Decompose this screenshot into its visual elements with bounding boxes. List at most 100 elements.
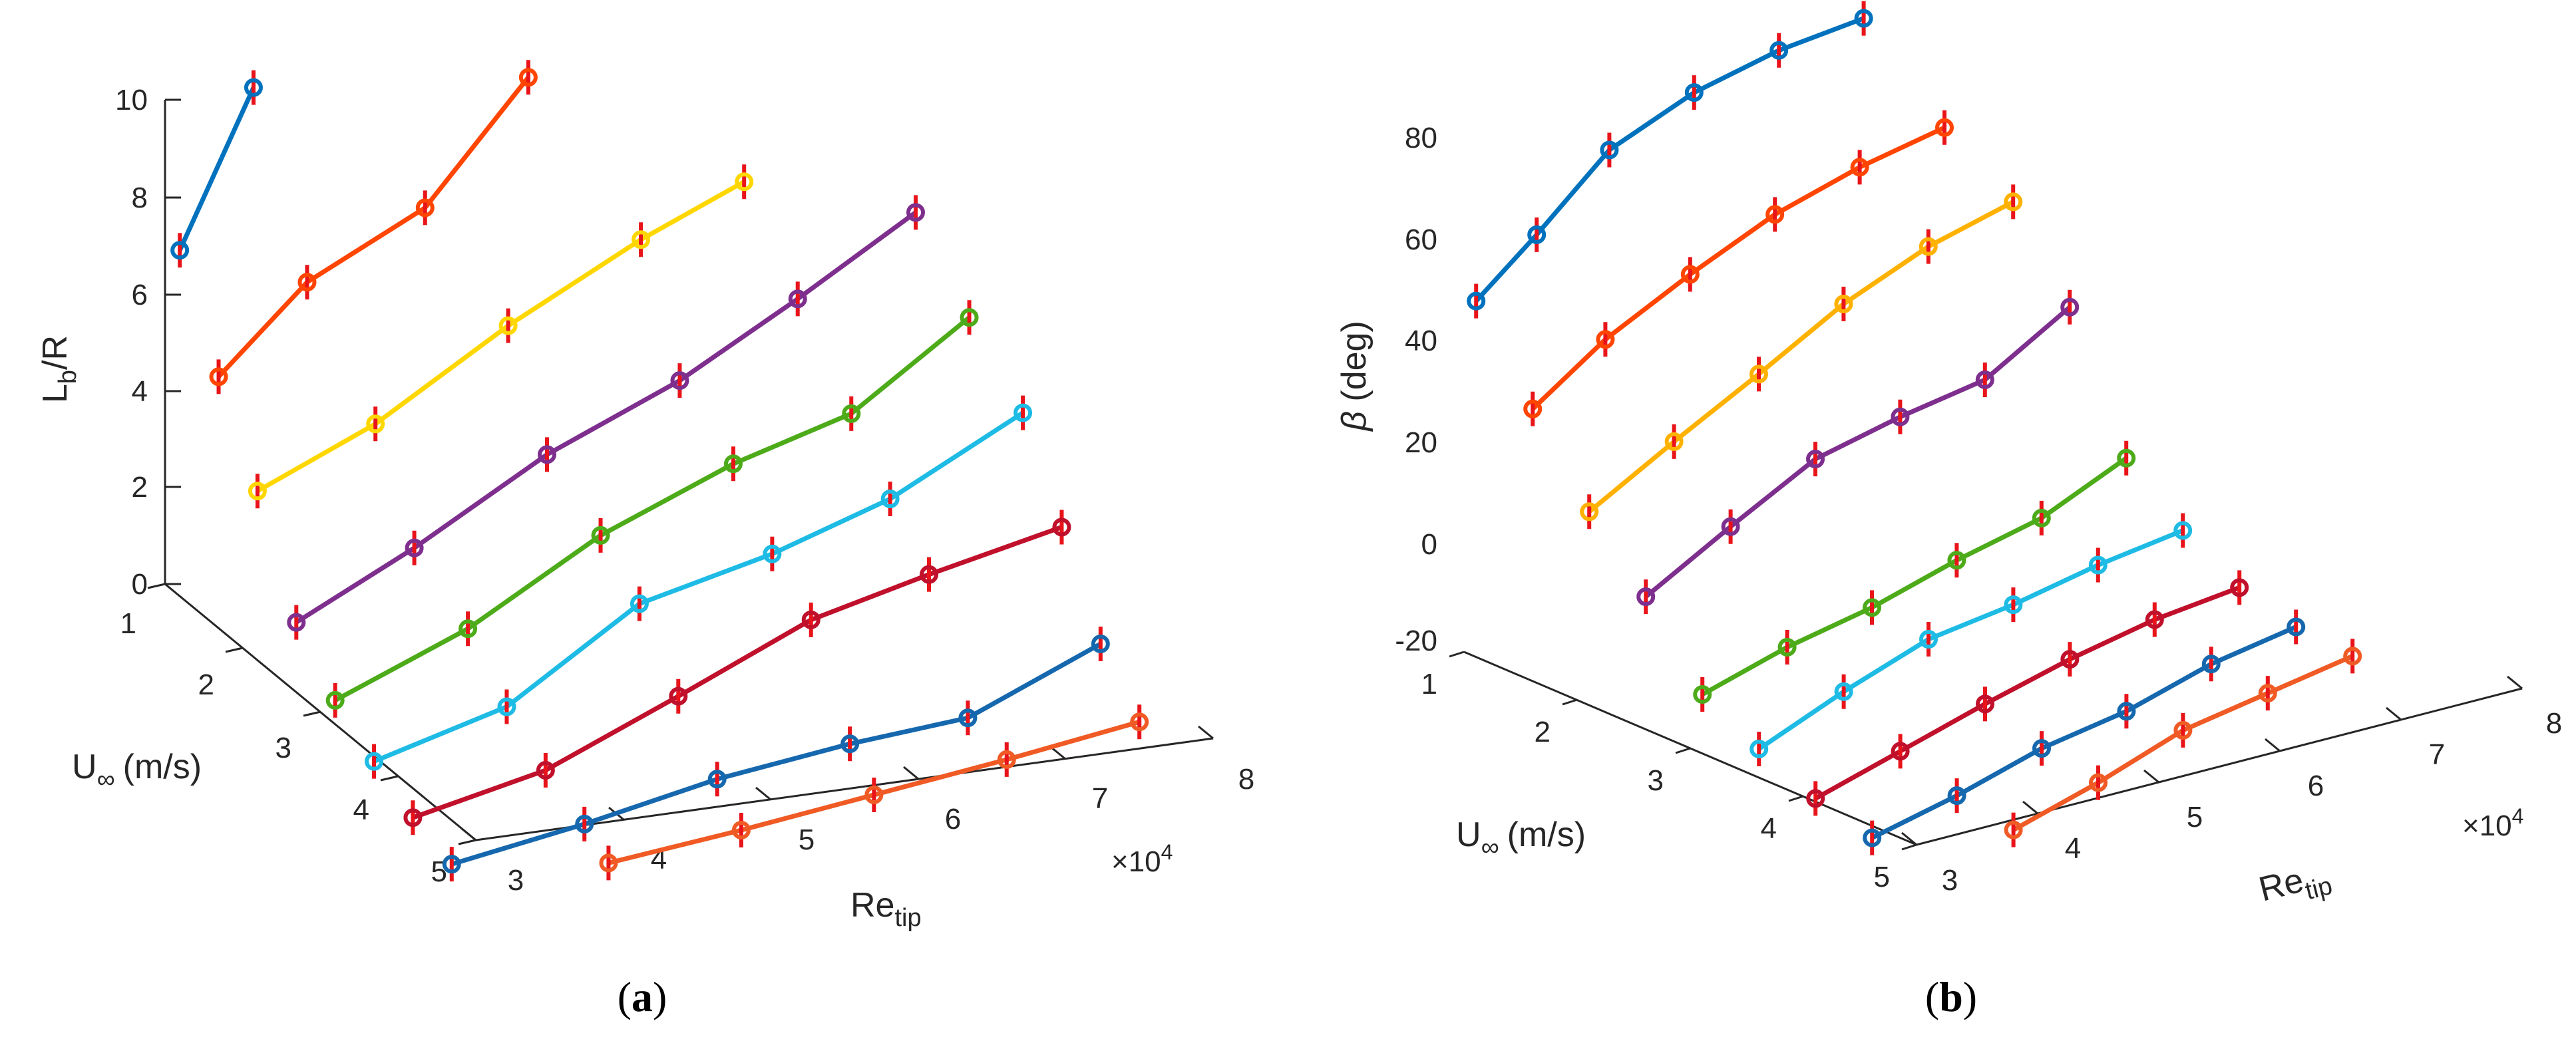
series-5-point-3 xyxy=(1863,598,1881,617)
panel-b-x-tick: 4 xyxy=(2065,832,2081,865)
series-5-point-5 xyxy=(2032,508,2051,527)
series-9-point-2 xyxy=(731,820,751,839)
series-8-point-1 xyxy=(442,855,461,874)
series-8-point-5 xyxy=(2201,655,2221,674)
series-8-line xyxy=(451,641,1102,867)
series-2-point-2 xyxy=(1596,330,1615,349)
series-7-point-3 xyxy=(669,686,688,706)
panel-a-x-tick: 6 xyxy=(945,803,961,835)
panel-b-z-tick: 80 xyxy=(1405,122,1437,154)
series-5-point-2 xyxy=(459,619,478,639)
series-3-point-4 xyxy=(632,230,651,249)
series-2-point-1 xyxy=(1523,399,1543,418)
series-6-point-2 xyxy=(497,697,516,716)
series-5-point-4 xyxy=(1947,551,1966,570)
series-3-line xyxy=(256,180,745,494)
series-4-point-6 xyxy=(906,203,926,222)
panel-b-y-tick: 5 xyxy=(1874,861,1890,893)
panel-a-y-tick: 1 xyxy=(120,607,136,640)
series-7-line xyxy=(1814,585,2241,801)
series-5-point-3 xyxy=(591,525,610,545)
series-2-point-1 xyxy=(209,367,228,386)
series-7-line xyxy=(412,525,1063,820)
series-6-point-1 xyxy=(365,752,384,771)
series-5-point-1 xyxy=(1693,685,1712,704)
series-1-point-1 xyxy=(1467,291,1486,311)
series-9-point-4 xyxy=(2258,684,2277,703)
series-2-point-4 xyxy=(1765,205,1785,224)
series-7-point-4 xyxy=(2060,650,2080,669)
series-5-point-5 xyxy=(842,404,861,423)
panel-b-z-tick: -20 xyxy=(1395,625,1437,657)
series-7-point-1 xyxy=(403,808,423,827)
panel-a-caption: (a) xyxy=(618,973,667,1020)
series-6-point-1 xyxy=(1749,740,1769,759)
series-7-point-5 xyxy=(2145,610,2164,629)
panel-a-z-tick: 2 xyxy=(132,471,148,504)
series-4-point-3 xyxy=(538,445,557,464)
panel-a-y-tick: 2 xyxy=(198,669,214,701)
series-5-point-6 xyxy=(960,308,979,327)
panel-b-y-tick: 2 xyxy=(1535,716,1551,748)
series-4-line xyxy=(295,210,918,625)
series-3-point-1 xyxy=(248,482,267,501)
series-4-point-6 xyxy=(2060,297,2080,317)
series-6-line xyxy=(373,410,1024,764)
series-2-point-4 xyxy=(518,68,538,87)
series-8-point-6 xyxy=(1091,634,1110,653)
panel-a-z-tick: 8 xyxy=(132,182,148,214)
series-9-point-3 xyxy=(2173,720,2193,740)
series-8-point-1 xyxy=(1863,828,1882,847)
panel-a-x-tick: 5 xyxy=(799,823,815,856)
panel-b-x-tick: 8 xyxy=(2546,707,2562,740)
series-6-point-4 xyxy=(2004,595,2023,615)
series-6-point-2 xyxy=(1834,682,1853,701)
series-6-point-5 xyxy=(880,490,900,509)
series-6-point-6 xyxy=(1013,403,1033,422)
series-4-point-4 xyxy=(670,371,689,390)
series-9-point-5 xyxy=(1130,712,1149,732)
panel-b-y-tick: 1 xyxy=(1421,668,1437,700)
panel-b-caption: (b) xyxy=(1925,973,1977,1020)
series-7-point-1 xyxy=(1806,789,1825,808)
series-5-point-6 xyxy=(2117,448,2136,468)
series-3-point-1 xyxy=(1580,502,1599,522)
series-1-point-2 xyxy=(244,78,263,97)
series-9-point-2 xyxy=(2089,773,2108,792)
series-4-point-2 xyxy=(1721,517,1740,536)
series-4-point-2 xyxy=(405,538,424,557)
series-6-point-4 xyxy=(763,544,782,563)
panel-b-x-tick: 6 xyxy=(2308,770,2324,802)
series-8-point-4 xyxy=(840,734,860,754)
series-3-point-2 xyxy=(366,414,385,434)
series-4-point-1 xyxy=(1636,587,1656,607)
series-9-point-1 xyxy=(599,853,618,873)
series-3-point-2 xyxy=(1664,432,1684,451)
panel-b-axis-ticks xyxy=(1449,651,2523,851)
panel-a-x-label: Retip xyxy=(850,886,922,932)
series-3-point-3 xyxy=(1749,365,1768,384)
panel-b-series-layer xyxy=(1467,1,2362,855)
series-8-point-3 xyxy=(2032,739,2051,758)
series-9-point-5 xyxy=(2343,647,2362,666)
series-1-line xyxy=(177,86,256,251)
series-1-line xyxy=(1474,16,1865,303)
panel-b-y-label: U∞ (m/s) xyxy=(1456,816,1586,861)
series-6-point-3 xyxy=(1919,630,1938,649)
panel-b-x-tick: 3 xyxy=(1942,864,1958,897)
series-8-line xyxy=(1871,625,2297,840)
panel-a-y-label: U∞ (m/s) xyxy=(72,748,202,794)
series-1-point-1 xyxy=(170,241,190,260)
panel-b-x-tick: 7 xyxy=(2429,738,2445,771)
panel-a-x-multiplier: ×104 xyxy=(1111,840,1173,878)
series-8-point-2 xyxy=(1947,786,1966,806)
series-5-point-2 xyxy=(1777,637,1797,657)
series-3-line xyxy=(1587,200,2014,514)
series-1-point-3 xyxy=(1600,140,1619,160)
series-7-point-3 xyxy=(1976,694,1994,714)
series-8-point-3 xyxy=(707,770,727,789)
series-5-point-4 xyxy=(723,454,743,474)
panel-b-z-tick: 20 xyxy=(1405,426,1437,459)
panel-b-z-tick: 0 xyxy=(1421,528,1437,561)
series-3-point-5 xyxy=(1919,237,1938,256)
